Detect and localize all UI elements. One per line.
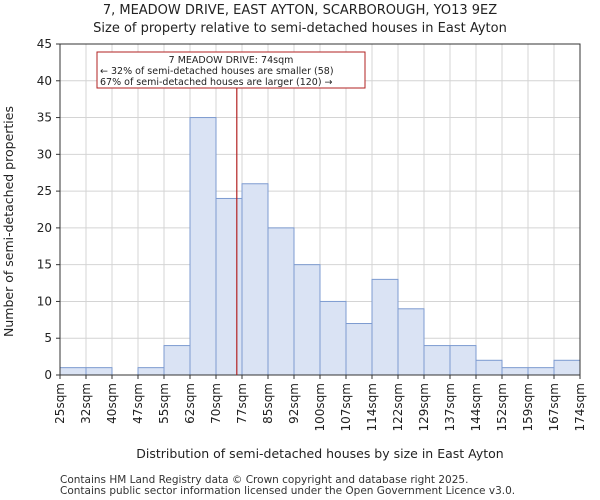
y-tick-label: 10 <box>37 294 52 308</box>
x-tick-label: 85sqm <box>261 383 275 424</box>
y-tick-label: 5 <box>44 331 52 345</box>
histogram-bar <box>163 345 191 376</box>
x-tick-label: 55sqm <box>157 383 171 424</box>
x-tick-label: 47sqm <box>131 383 145 424</box>
footer-licence: Contains public sector information licen… <box>60 485 516 497</box>
histogram-bar <box>553 359 581 376</box>
histogram-bar <box>345 323 373 376</box>
y-tick-label: 35 <box>37 111 52 125</box>
annotation-box <box>96 51 366 89</box>
y-tick-label: 20 <box>37 221 52 235</box>
x-tick-label: 92sqm <box>287 383 301 424</box>
y-tick-label: 40 <box>37 74 52 88</box>
histogram-bar <box>85 367 113 376</box>
y-axis-label: Number of semi-detached properties <box>1 106 16 337</box>
y-tick-label: 45 <box>37 37 52 51</box>
x-tick-label: 129sqm <box>417 383 431 431</box>
histogram-bar <box>137 367 165 376</box>
histogram-bar <box>397 308 425 376</box>
x-tick-label: 77sqm <box>235 383 249 424</box>
histogram-bar <box>267 227 295 376</box>
histogram-bar <box>189 117 217 376</box>
chart-subtitle: Size of property relative to semi-detach… <box>93 21 507 36</box>
histogram-bar <box>293 264 321 376</box>
chart-title: 7, MEADOW DRIVE, EAST AYTON, SCARBOROUGH… <box>102 3 498 18</box>
x-tick-label: 70sqm <box>209 383 223 424</box>
x-tick-label: 32sqm <box>79 383 93 424</box>
x-tick-label: 174sqm <box>573 383 587 431</box>
x-tick-label: 167sqm <box>547 383 561 431</box>
y-tick-label: 25 <box>37 184 52 198</box>
histogram-bar <box>241 183 269 376</box>
x-axis-label: Distribution of semi-detached houses by … <box>136 446 503 461</box>
x-tick-label: 107sqm <box>339 383 353 431</box>
histogram-bar <box>371 278 399 376</box>
y-tick-label: 0 <box>44 368 52 382</box>
y-tick-label: 15 <box>37 258 52 272</box>
x-tick-label: 62sqm <box>183 383 197 424</box>
histogram-bar <box>59 367 87 376</box>
histogram-bar <box>319 300 347 376</box>
annotation-smaller: ← 32% of semi-detached houses are smalle… <box>100 66 334 77</box>
x-tick-label: 100sqm <box>313 383 327 431</box>
footer-copyright: Contains HM Land Registry data © Crown c… <box>60 474 469 486</box>
x-tick-label: 40sqm <box>105 383 119 424</box>
x-tick-label: 152sqm <box>495 383 509 431</box>
annotation-title: 7 MEADOW DRIVE: 74sqm <box>169 55 294 66</box>
histogram-bar <box>501 367 529 376</box>
x-tick-label: 114sqm <box>365 383 379 431</box>
annotation-larger: 67% of semi-detached houses are larger (… <box>100 77 333 88</box>
histogram-bar <box>449 345 477 376</box>
y-tick-label: 30 <box>37 147 52 161</box>
histogram-bar <box>527 367 555 376</box>
histogram-bar <box>475 359 503 376</box>
x-tick-label: 137sqm <box>443 383 457 431</box>
x-tick-label: 144sqm <box>469 383 483 431</box>
x-tick-label: 25sqm <box>53 383 67 424</box>
x-tick-label: 122sqm <box>391 383 405 431</box>
histogram-bar <box>215 197 243 376</box>
x-tick-label: 159sqm <box>521 383 535 431</box>
histogram-bar <box>423 345 451 376</box>
